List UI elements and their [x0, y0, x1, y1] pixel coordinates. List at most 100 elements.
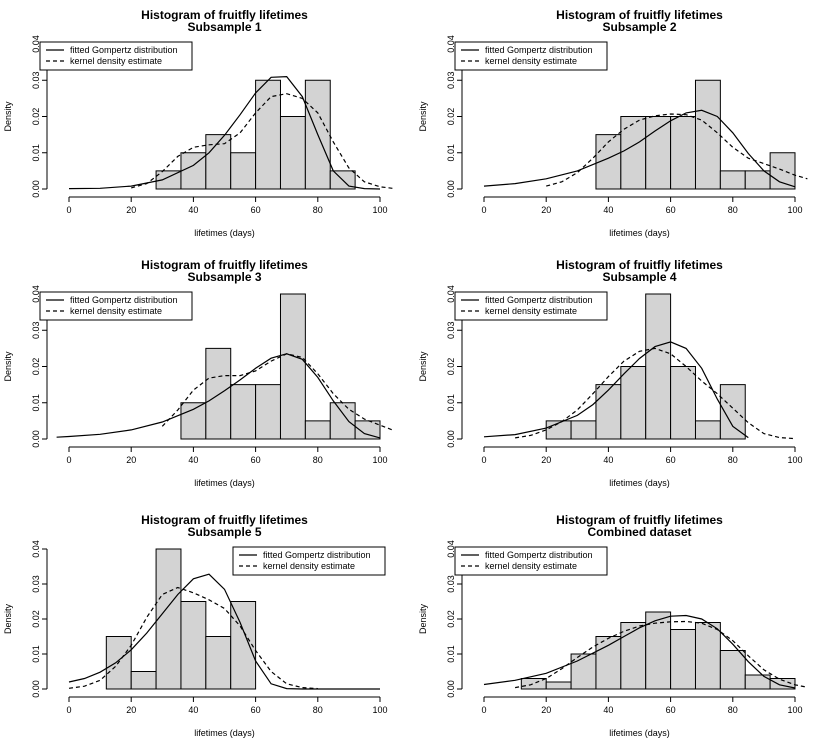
histogram-bar [230, 384, 257, 440]
histogram-bar [694, 420, 721, 440]
x-tick-label: 40 [603, 705, 613, 715]
x-tick-label: 100 [787, 705, 802, 715]
legend-entry: kernel density estimate [70, 306, 162, 316]
x-tick-label: 40 [188, 705, 198, 715]
histogram-bar [744, 170, 771, 190]
x-axis-label: lifetimes (days) [609, 478, 670, 488]
y-tick-label: 0.04 [446, 35, 456, 53]
legend-entry: fitted Gompertz distribution [70, 295, 178, 305]
histogram-bar [130, 671, 157, 690]
legend-box [39, 41, 193, 71]
histogram-bar [670, 366, 696, 440]
y-tick-label: 0.01 [446, 144, 456, 162]
bars [105, 548, 257, 690]
x-tick-label: 80 [728, 205, 738, 215]
y-tick-label: 0.02 [446, 358, 456, 376]
y-tick-label: 0.01 [31, 144, 41, 162]
chart-title: Histogram of fruitfly lifetimes [556, 8, 723, 22]
chart-subtitle: Subsample 3 [187, 270, 261, 284]
x-tick-label: 60 [666, 455, 676, 465]
histogram-bar [645, 293, 672, 440]
bars [545, 293, 746, 440]
y-tick-label: 0.04 [446, 540, 456, 558]
x-tick-label: 40 [188, 205, 198, 215]
gompertz-curve [483, 109, 796, 188]
bars [520, 611, 796, 690]
y-axis-label: Density [3, 603, 13, 634]
x-axis-label: lifetimes (days) [194, 728, 255, 738]
x-axis-label: lifetimes (days) [194, 228, 255, 238]
y-tick-label: 0.04 [31, 35, 41, 53]
chart-panel-5: Histogram of fruitfly lifetimesSubsample… [3, 513, 388, 738]
chart-subtitle: Subsample 1 [187, 20, 261, 34]
histogram-bar [180, 402, 207, 440]
histogram-bar [304, 420, 331, 440]
legend-box [454, 546, 608, 576]
legend-entry: kernel density estimate [485, 306, 577, 316]
legend-box [39, 291, 193, 321]
chart-subtitle: Combined dataset [587, 525, 691, 539]
chart-panel-1: Histogram of fruitfly lifetimesSubsample… [3, 8, 393, 238]
histogram-bar [230, 601, 257, 690]
chart-panel-3: Histogram of fruitfly lifetimesSubsample… [3, 258, 393, 488]
y-axis-label: Density [418, 351, 428, 382]
x-tick-label: 20 [541, 205, 551, 215]
histogram-bar [279, 116, 306, 190]
x-tick-label: 60 [251, 455, 261, 465]
chart-subtitle: Subsample 4 [602, 270, 676, 284]
histogram-bar [769, 678, 796, 690]
x-tick-label: 20 [126, 205, 136, 215]
bars [155, 79, 356, 190]
chart-subtitle: Subsample 2 [602, 20, 676, 34]
x-axis-label: lifetimes (days) [609, 228, 670, 238]
x-tick-label: 100 [787, 205, 802, 215]
x-tick-label: 80 [313, 205, 323, 215]
x-tick-label: 20 [126, 455, 136, 465]
y-tick-label: 0.00 [446, 430, 456, 448]
bars [180, 293, 381, 440]
bars [595, 79, 796, 190]
legend-entry: fitted Gompertz distribution [70, 45, 178, 55]
histogram-bar [719, 170, 746, 190]
kde-curve [546, 113, 808, 187]
y-tick-label: 0.02 [31, 358, 41, 376]
x-tick-label: 0 [481, 705, 486, 715]
kde-curve [131, 93, 393, 189]
x-tick-label: 80 [313, 455, 323, 465]
legend-entry: kernel density estimate [70, 56, 162, 66]
x-tick-label: 100 [372, 455, 387, 465]
chart-panel-6: Histogram of fruitfly lifetimesCombined … [418, 513, 808, 738]
y-tick-label: 0.03 [446, 321, 456, 339]
y-tick-label: 0.01 [446, 394, 456, 412]
y-tick-label: 0.02 [446, 108, 456, 126]
x-tick-label: 60 [251, 205, 261, 215]
y-tick-label: 0.00 [31, 180, 41, 198]
x-tick-label: 60 [666, 705, 676, 715]
legend-entry: fitted Gompertz distribution [485, 45, 593, 55]
histogram-bar [694, 79, 721, 190]
histogram-bar [255, 79, 281, 190]
x-tick-label: 80 [728, 705, 738, 715]
x-tick-label: 40 [188, 455, 198, 465]
x-tick-label: 40 [603, 205, 613, 215]
histogram-bar [329, 402, 356, 440]
histogram-bar [694, 622, 721, 690]
histogram-bar [570, 653, 597, 690]
x-tick-label: 80 [728, 455, 738, 465]
x-tick-label: 100 [787, 455, 802, 465]
y-tick-label: 0.03 [31, 575, 41, 593]
y-tick-label: 0.00 [31, 680, 41, 698]
y-axis-label: Density [418, 603, 428, 634]
gompertz-curve [68, 75, 381, 190]
y-tick-label: 0.00 [31, 430, 41, 448]
y-tick-label: 0.04 [446, 285, 456, 303]
kde-curve [161, 353, 393, 431]
legend-entry: fitted Gompertz distribution [485, 550, 593, 560]
histogram-bar [719, 650, 746, 690]
histogram-bar [595, 636, 622, 690]
